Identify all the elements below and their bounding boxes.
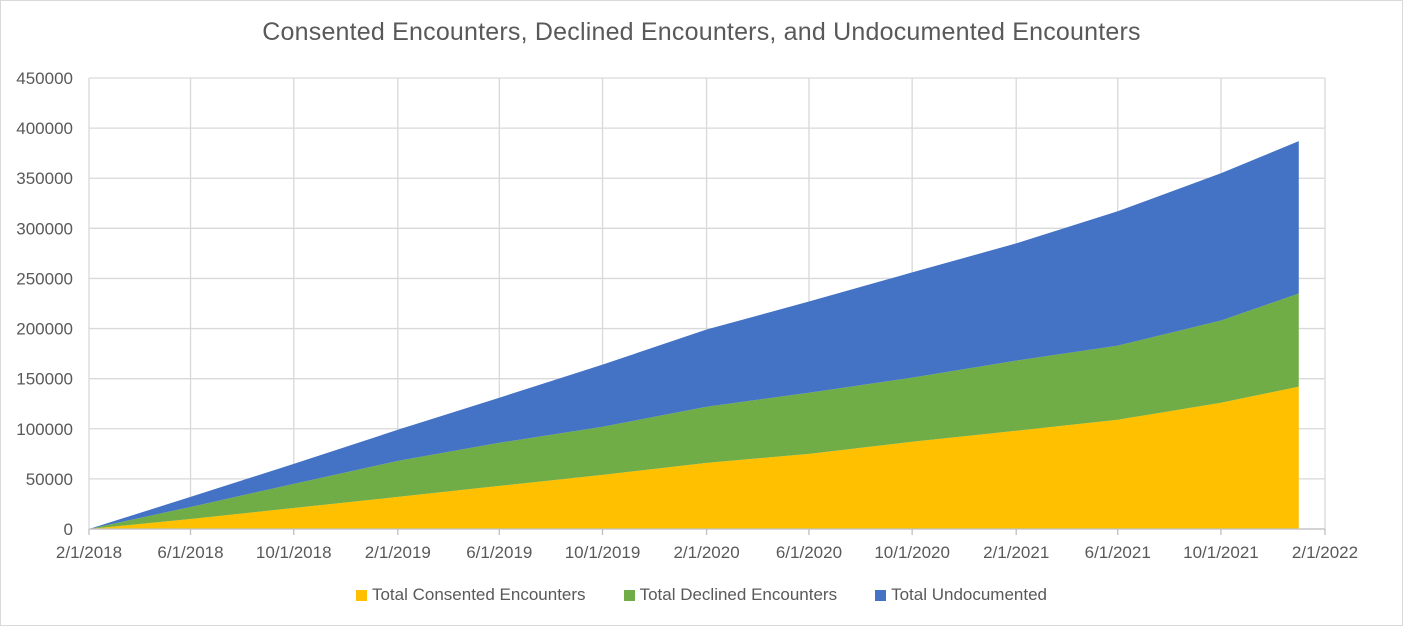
area-series-1: [89, 386, 1299, 529]
y-tick-label: 450000: [16, 69, 73, 88]
legend-item: Total Consented Encounters: [355, 585, 586, 605]
legend-item: Total Declined Encounters: [623, 585, 838, 605]
x-tick-label: 6/1/2021: [1085, 543, 1151, 562]
y-tick-label: 100000: [16, 420, 73, 439]
legend-swatch: [623, 589, 635, 601]
legend-label: Total Undocumented: [891, 585, 1048, 604]
x-tick-label: 10/1/2018: [256, 543, 332, 562]
x-tick-label: 2/1/2020: [673, 543, 739, 562]
legend-label: Total Declined Encounters: [639, 585, 838, 604]
y-tick-label: 350000: [16, 169, 73, 188]
y-tick-label: 250000: [16, 269, 73, 288]
chart-title: Consented Encounters, Declined Encounter…: [262, 18, 1141, 46]
x-tick-label: 6/1/2018: [157, 543, 223, 562]
x-tick-label: 2/1/2019: [365, 543, 431, 562]
y-tick-label: 150000: [16, 370, 73, 389]
legend-swatch: [875, 589, 887, 601]
legend: Total Consented Encounters Total Declined…: [0, 585, 1403, 605]
y-tick-label: 0: [64, 520, 73, 539]
y-tick-label: 400000: [16, 119, 73, 138]
x-tick-label: 6/1/2019: [466, 543, 532, 562]
legend-item: Total Undocumented: [875, 585, 1047, 605]
legend-label: Total Consented Encounters: [371, 585, 586, 604]
x-tick-label: 10/1/2020: [874, 543, 950, 562]
area-series-2: [89, 293, 1299, 529]
x-tick-label: 2/1/2022: [1292, 543, 1358, 562]
x-tick-label: 2/1/2018: [56, 543, 122, 562]
y-tick-label: 200000: [16, 320, 73, 339]
legend-swatch: [355, 589, 367, 601]
x-tick-label: 2/1/2021: [983, 543, 1049, 562]
x-tick-label: 6/1/2020: [776, 543, 842, 562]
area-series-3: [89, 141, 1299, 529]
x-tick-label: 10/1/2019: [565, 543, 641, 562]
y-tick-label: 300000: [16, 219, 73, 238]
y-tick-label: 50000: [26, 470, 73, 489]
x-tick-label: 10/1/2021: [1183, 543, 1259, 562]
